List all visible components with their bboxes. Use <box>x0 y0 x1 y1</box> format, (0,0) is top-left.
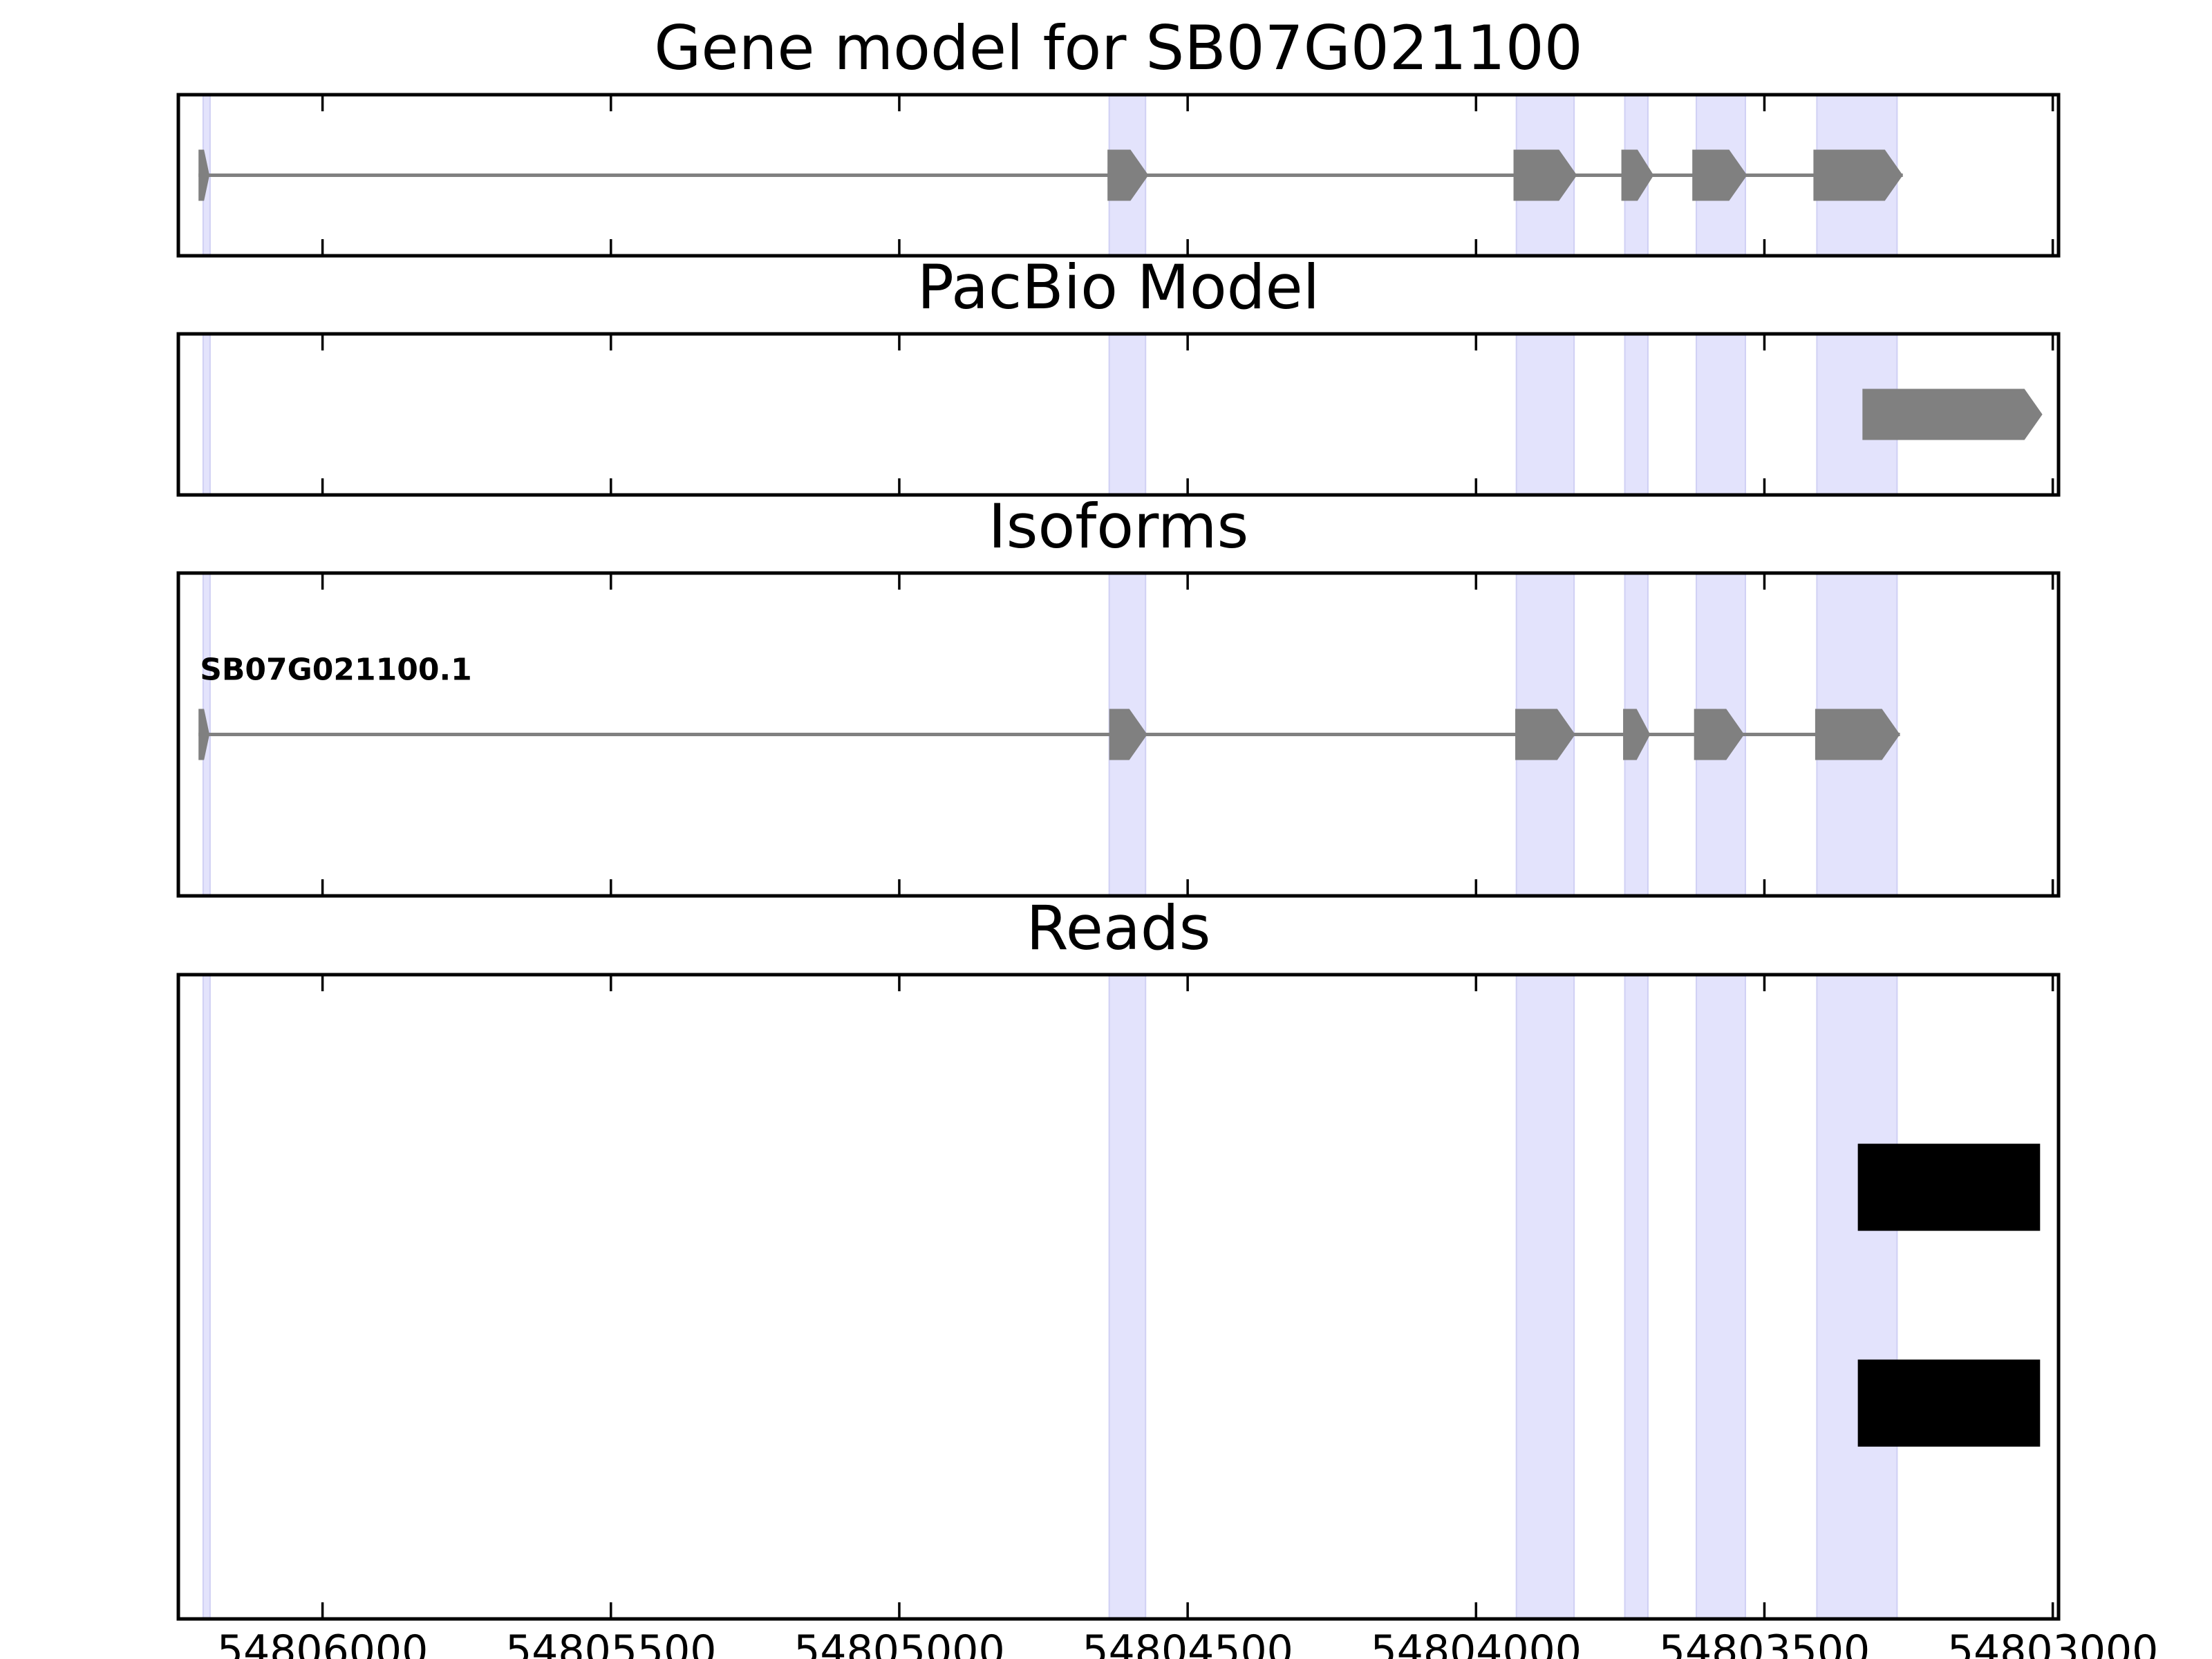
exon <box>1692 149 1747 201</box>
exon <box>198 709 210 760</box>
exon <box>198 149 210 201</box>
panel-frame <box>176 93 2061 258</box>
exon <box>1694 709 1745 760</box>
panel-frame <box>176 973 2061 1621</box>
exon <box>1109 709 1147 760</box>
panels: Gene model for SB07G021100 PacBio Model Is… <box>176 12 2061 1621</box>
read <box>1857 1359 2041 1447</box>
panel-1: Gene model for SB07G021100 <box>176 12 2061 258</box>
x-axis-tick-labels: 54806000 54805500 54805000 54804500 54804000… <box>217 1627 2158 1659</box>
exon <box>1862 388 2043 440</box>
exon-band <box>1816 974 1898 1620</box>
exon-band <box>1108 974 1147 1620</box>
panel-title: PacBio Model <box>917 252 1320 323</box>
exon-band <box>202 974 211 1620</box>
exon <box>1107 149 1149 201</box>
transcript <box>1862 388 2043 440</box>
exon-band <box>1515 333 1575 496</box>
read <box>1857 1143 2041 1231</box>
x-tick-label: 54805500 <box>505 1627 716 1659</box>
exon-band <box>1108 333 1147 496</box>
exon-band <box>1624 333 1649 496</box>
exon <box>1813 149 1903 201</box>
panel-frame <box>176 571 2061 898</box>
exon-band <box>1515 974 1575 1620</box>
x-tick-label: 54804500 <box>1082 1627 1293 1659</box>
panel-4: Reads <box>176 892 2061 1621</box>
exon <box>1815 709 1900 760</box>
x-tick-label: 54806000 <box>217 1627 428 1659</box>
exon <box>1623 709 1651 760</box>
x-tick-label: 54803000 <box>1947 1627 2158 1659</box>
x-tick-label: 54804000 <box>1371 1627 1582 1659</box>
exon <box>1621 149 1654 201</box>
transcript <box>198 149 1903 201</box>
panel-title: Reads <box>1027 892 1211 964</box>
panel-frame <box>176 332 2061 497</box>
exon-band <box>1696 333 1746 496</box>
exon-band <box>1624 974 1649 1620</box>
panel-title: Gene model for SB07G021100 <box>654 12 1583 84</box>
exon-band <box>1696 974 1746 1620</box>
isoform-label: SB07G021100.1 <box>200 653 472 688</box>
panel-3: Isoforms SB07G021100.1 <box>176 491 2061 898</box>
x-tick-label: 54805000 <box>794 1627 1004 1659</box>
exon-band <box>202 333 211 496</box>
x-tick-label: 54803500 <box>1659 1627 1870 1659</box>
exon <box>1515 709 1575 760</box>
panel-2: PacBio Model <box>176 252 2061 497</box>
transcript: SB07G021100.1 <box>198 653 1900 760</box>
panel-title: Isoforms <box>988 491 1249 562</box>
exon <box>1513 149 1577 201</box>
